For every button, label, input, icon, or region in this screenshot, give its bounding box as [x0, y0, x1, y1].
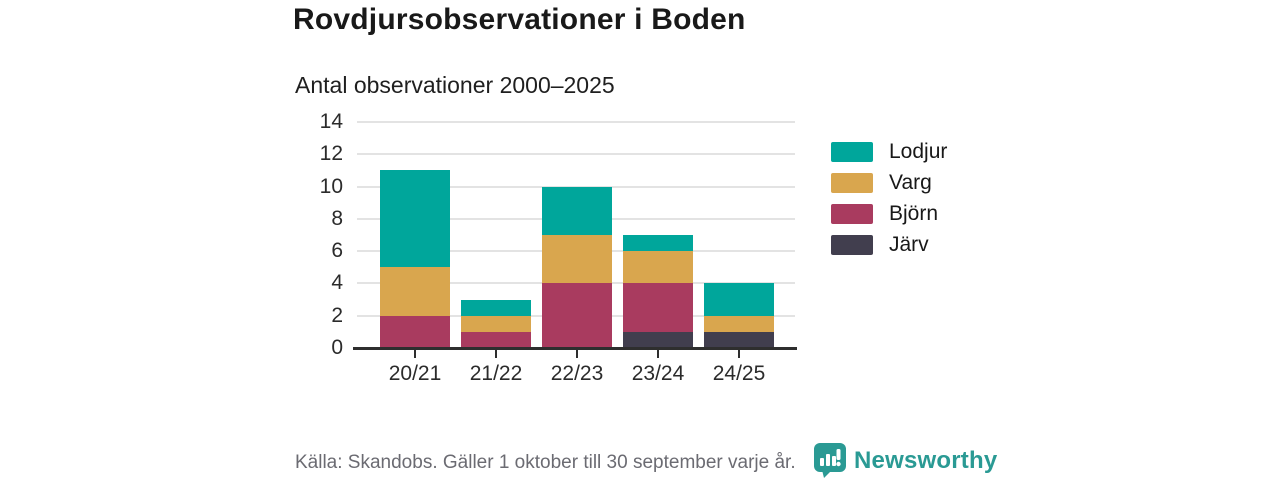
- bar-segment-varg-21/22: [461, 315, 531, 332]
- legend-row-lodjur: Lodjur: [831, 140, 948, 163]
- bar-segment-björn-20/21: [380, 315, 450, 348]
- bar-segment-järv-24/25: [704, 331, 774, 348]
- plot-area: 0 2 4 6 8 10 12 14 20/21 21/22 22/23 23/24 24/25: [320, 110, 797, 385]
- y-axis-tick-label: 6: [331, 239, 343, 263]
- bar-segment-björn-21/22: [461, 331, 531, 348]
- legend-swatch-järv: [831, 235, 873, 255]
- x-axis-tick-mark: [414, 350, 416, 358]
- y-axis-tick-label: 10: [319, 174, 343, 198]
- bar-segment-varg-22/23: [542, 235, 612, 284]
- legend-swatch-varg: [831, 173, 873, 193]
- y-axis-tick-label: 2: [331, 303, 343, 327]
- legend-row-järv: Järv: [831, 233, 947, 256]
- x-axis-tick-label: 21/22: [469, 362, 523, 385]
- y-axis-tick-label: 14: [319, 110, 343, 133]
- x-axis-tick-mark: [576, 350, 578, 358]
- x-axis-tick-label: 24/25: [712, 362, 766, 385]
- legend-label-järv: Järv: [889, 233, 929, 256]
- x-axis-line: [353, 347, 797, 350]
- brand-logo: Newsworthy: [814, 443, 997, 478]
- x-axis-tick-mark: [738, 350, 740, 358]
- y-axis-tick-label: 0: [331, 336, 343, 359]
- bar-segment-varg-23/24: [623, 251, 693, 284]
- gridline-y12: [357, 153, 795, 156]
- legend-row-björn: Björn: [831, 202, 947, 225]
- chart-title: Rovdjursobservationer i Boden: [293, 3, 746, 36]
- bar-segment-varg-20/21: [380, 267, 450, 316]
- bar-segment-järv-23/24: [623, 331, 693, 348]
- x-axis-tick-mark: [657, 350, 659, 358]
- stacked-bar-chart: 0 2 4 6 8 10 12 14 20/21 21/22 22/23 23/24 24/25: [320, 110, 797, 385]
- x-axis-tick-mark: [495, 350, 497, 358]
- newsworthy-icon: [814, 443, 846, 478]
- chart-subtitle: Antal observationer 2000–2025: [295, 72, 615, 98]
- bar-segment-lodjur-23/24: [623, 235, 693, 252]
- legend-label-björn: Björn: [889, 202, 939, 225]
- legend-swatch-lodjur: [831, 142, 873, 162]
- bar-segment-lodjur-22/23: [542, 186, 612, 235]
- bar-segment-björn-23/24: [623, 283, 693, 332]
- legend-row-varg: Varg: [831, 171, 947, 194]
- bar-segment-lodjur-20/21: [380, 170, 450, 268]
- legend-swatch-björn: [831, 204, 873, 224]
- bar-segment-varg-24/25: [704, 315, 774, 332]
- legend: Lodjur Varg Björn Järv: [831, 140, 948, 265]
- bar-segment-lodjur-21/22: [461, 299, 531, 316]
- brand-name: Newsworthy: [854, 446, 998, 474]
- x-axis-tick-label: 20/21: [388, 362, 442, 385]
- gridline-y14: [357, 121, 795, 123]
- legend-label-varg: Varg: [889, 171, 932, 194]
- y-axis-tick-label: 8: [331, 206, 343, 230]
- y-axis-tick-label: 12: [319, 142, 343, 166]
- source-note: Källa: Skandobs. Gäller 1 oktober till 3…: [295, 452, 796, 473]
- bar-segment-lodjur-24/25: [704, 283, 774, 316]
- x-axis-tick-label: 23/24: [631, 362, 685, 385]
- y-axis-tick-label: 4: [331, 271, 343, 295]
- legend-label-lodjur: Lodjur: [889, 140, 948, 163]
- bar-segment-björn-22/23: [542, 283, 612, 348]
- x-axis-tick-label: 22/23: [550, 362, 604, 385]
